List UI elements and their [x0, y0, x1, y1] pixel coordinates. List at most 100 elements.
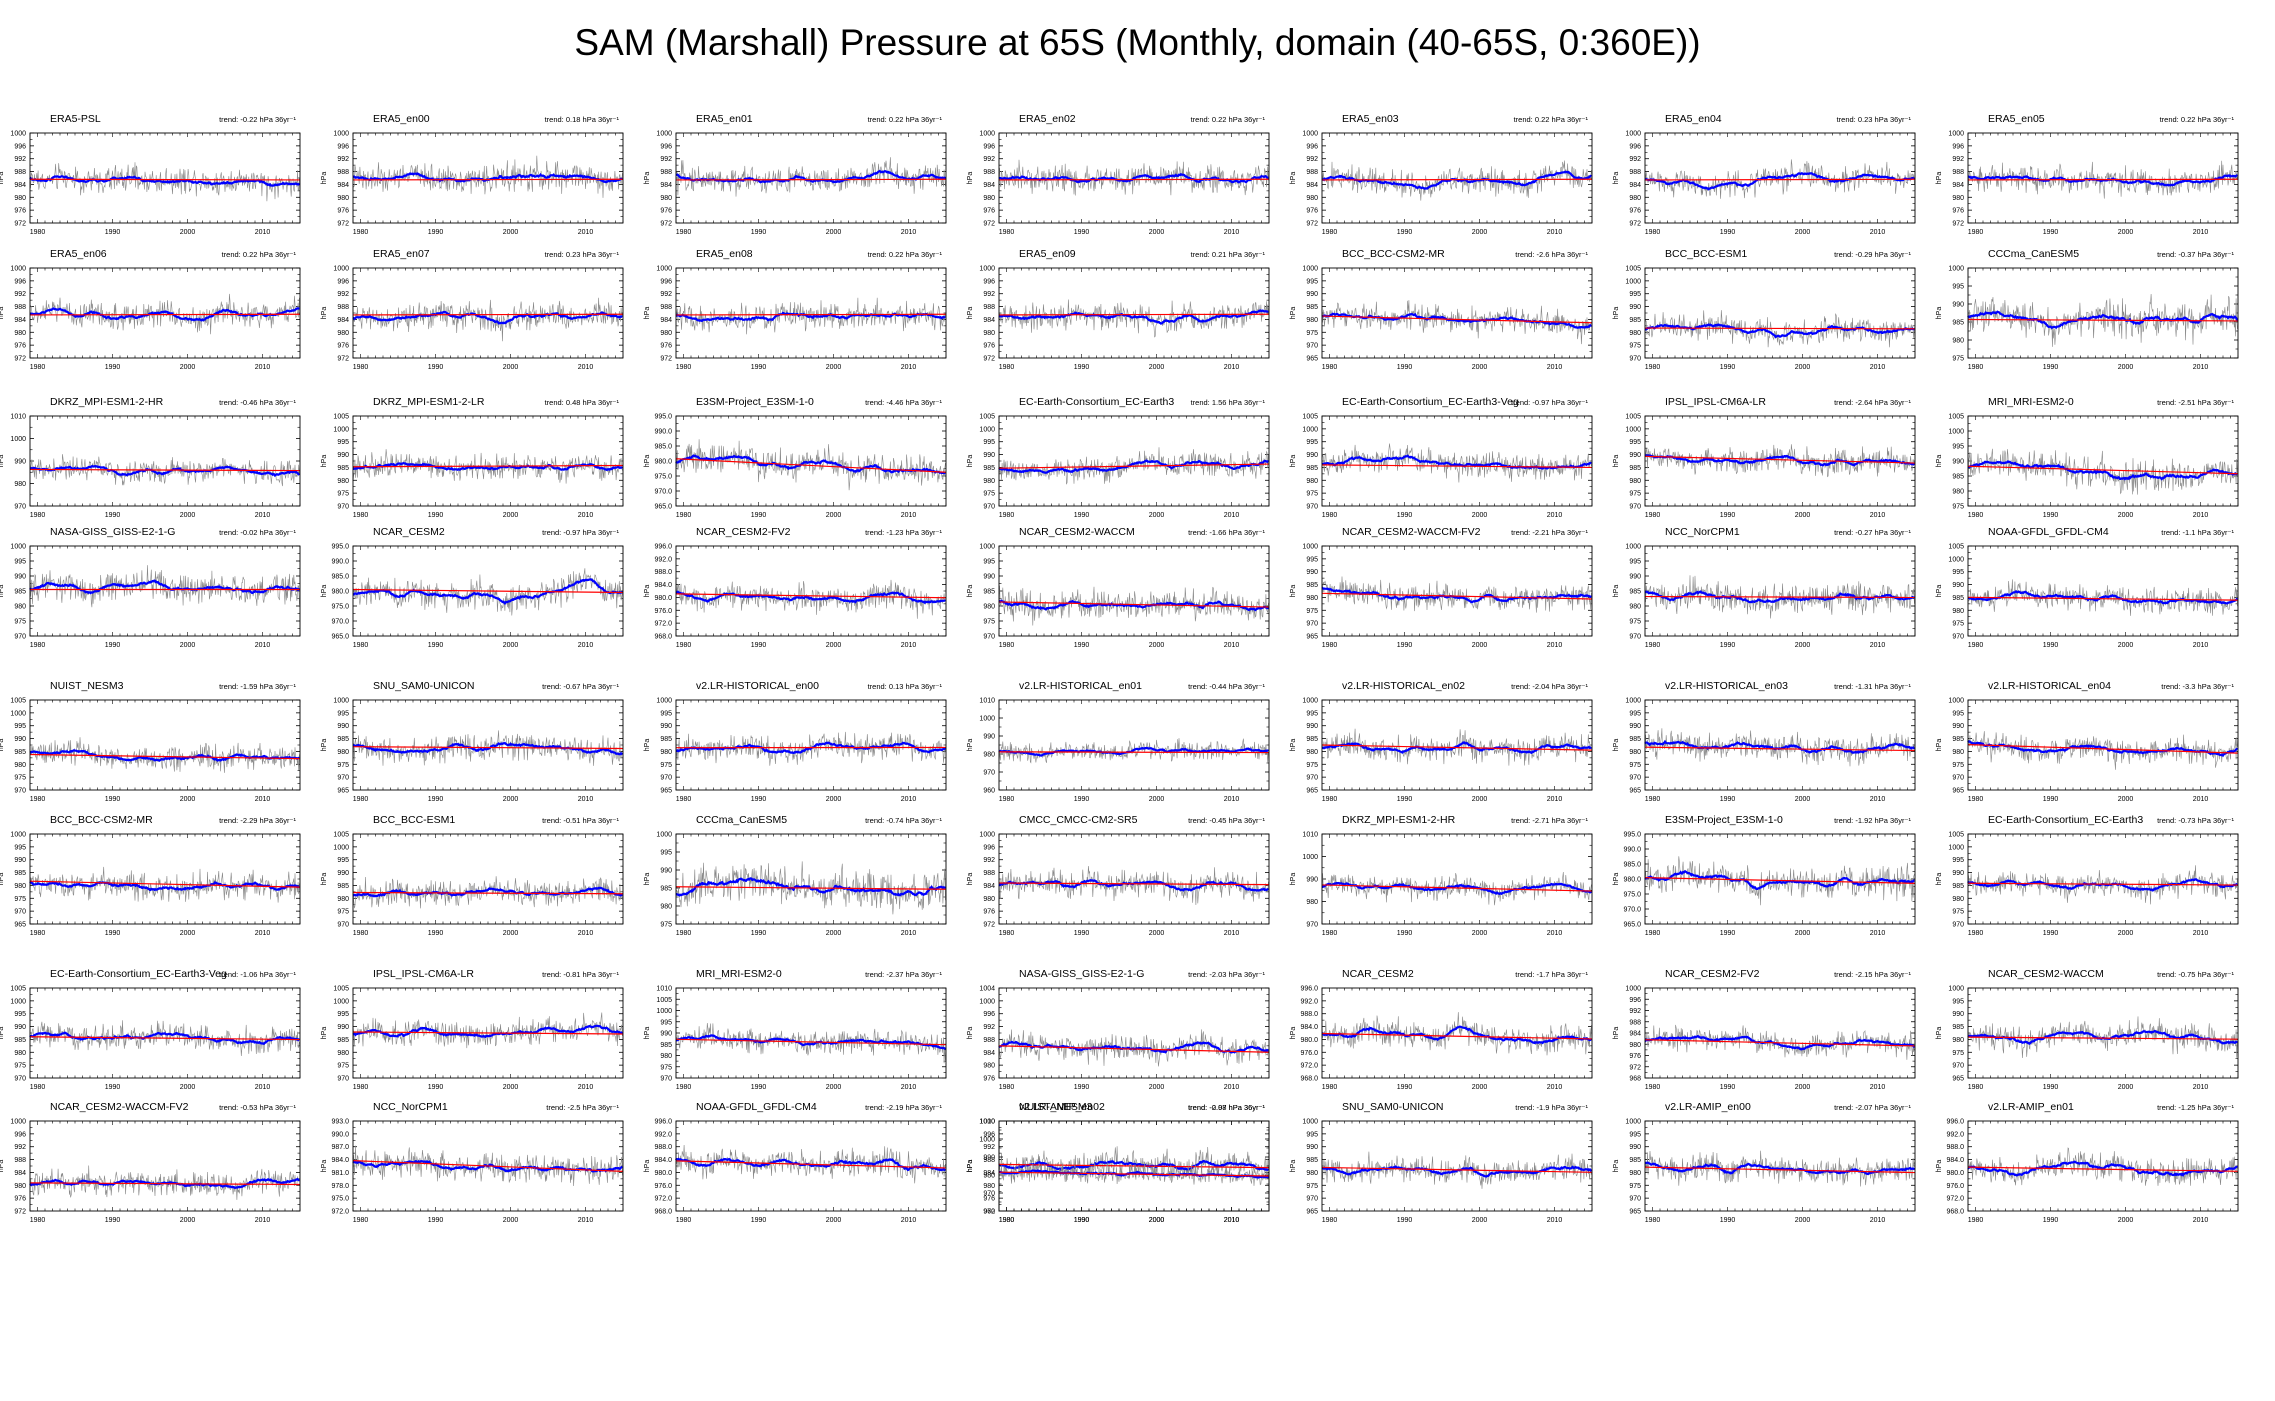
- y-tick-label: 970.0: [331, 619, 349, 626]
- y-axis-label: hPa: [644, 873, 651, 886]
- trend-line: [352, 588, 624, 594]
- panel: MRI_MRI-ESM2-0 trend: -2.51 hPa 36yr⁻¹ hPa…: [1936, 396, 2239, 519]
- monthly-series-line: [1967, 448, 2238, 495]
- y-tick-label: 995: [1952, 284, 1964, 291]
- y-tick-label: 988.0: [654, 569, 672, 576]
- y-tick-label: 980: [337, 896, 349, 903]
- y-tick-label: 996: [14, 278, 26, 285]
- y-tick-label: 990.0: [654, 429, 672, 436]
- y-tick-label: 980: [1306, 899, 1318, 906]
- x-tick-label: 2010: [1547, 796, 1563, 803]
- y-axis-label: hPa: [321, 307, 328, 320]
- x-tick-label: 2010: [578, 229, 594, 236]
- y-tick-label: 992: [660, 291, 672, 298]
- plot-frame: [1644, 699, 1916, 791]
- y-axis-label: hPa: [321, 739, 328, 752]
- trend-line: [1644, 327, 1916, 330]
- y-tick-label: 990: [1306, 569, 1318, 576]
- y-tick-label: 995: [983, 439, 995, 446]
- y-tick-label: 976.0: [654, 608, 672, 615]
- trend-label: trend: 0.48 hPa 36yr⁻¹: [545, 398, 620, 407]
- trend-line: [29, 313, 301, 316]
- x-tick-label: 1980: [676, 364, 692, 371]
- smoothed-series-line: [1644, 590, 1915, 604]
- panel: ERA5_en06 trend: 0.22 hPa 36yr⁻¹ hPa 1000 99…: [0, 248, 301, 371]
- x-tick-label: 2010: [1224, 642, 1240, 649]
- monthly-series-line: [998, 865, 1269, 906]
- y-tick-label: 985: [1952, 595, 1964, 602]
- y-tick-label: 1000: [1302, 426, 1318, 433]
- y-tick-label: 995: [14, 723, 26, 730]
- y-tick-label: 996: [337, 278, 349, 285]
- y-tick-label: 970: [1306, 775, 1318, 782]
- y-tick-label: 1000: [10, 832, 26, 839]
- x-tick-label: 2010: [901, 229, 917, 236]
- x-tick-label: 1990: [428, 642, 444, 649]
- x-tick-label: 2010: [1547, 229, 1563, 236]
- y-tick-label: 995: [983, 559, 995, 566]
- y-tick-label: 972.0: [654, 621, 672, 628]
- y-axis-label: hPa: [644, 172, 651, 185]
- smoothed-series-line: [1967, 589, 2239, 605]
- y-tick-label: 985: [1952, 320, 1964, 327]
- y-tick-label: 985: [1629, 317, 1641, 324]
- y-tick-label: 1005: [1948, 832, 1964, 839]
- trend-label: trend: -0.27 hPa 36yr⁻¹: [1834, 528, 1911, 537]
- x-tick-label: 1980: [30, 364, 46, 371]
- x-tick-label: 1990: [1397, 229, 1413, 236]
- x-tick-label: 2010: [2193, 796, 2209, 803]
- y-tick-label: 995: [14, 844, 26, 851]
- panel: NUIST_NESM3 trend: -1.59 hPa 36yr⁻¹ hPa 100…: [0, 680, 301, 803]
- plot-frame: [1321, 545, 1593, 637]
- trend-label: trend: -0.74 hPa 36yr⁻¹: [865, 816, 942, 825]
- trend-line: [675, 886, 947, 890]
- x-tick-label: 2010: [901, 930, 917, 937]
- y-tick-label: 972: [983, 221, 995, 228]
- x-tick-label: 2000: [1795, 796, 1811, 803]
- smoothed-series-line: [675, 311, 946, 322]
- y-tick-label: 980: [1306, 749, 1318, 756]
- plot-frame: [1967, 132, 2239, 224]
- trend-label: trend: -0.22 hPa 36yr⁻¹: [219, 115, 296, 124]
- y-tick-label: 996: [1629, 143, 1641, 150]
- trend-line: [998, 313, 1270, 316]
- x-tick-label: 1990: [1720, 642, 1736, 649]
- plot-frame: [1967, 699, 2239, 791]
- x-tick-label: 1990: [1074, 512, 1090, 519]
- x-tick-label: 2000: [503, 229, 519, 236]
- panel-title: NUIST_NESM3: [50, 680, 124, 692]
- y-axis-label: hPa: [1936, 455, 1943, 468]
- y-tick-label: 995.0: [1623, 832, 1641, 839]
- x-tick-label: 1980: [30, 642, 46, 649]
- y-tick-label: 990: [14, 857, 26, 864]
- x-tick-label: 2010: [1224, 512, 1240, 519]
- y-axis-label: hPa: [0, 455, 5, 468]
- x-tick-label: 1980: [30, 229, 46, 236]
- y-tick-label: 992: [983, 156, 995, 163]
- y-tick-label: 996: [1306, 143, 1318, 150]
- trend-line: [1321, 178, 1593, 181]
- y-tick-label: 970: [983, 504, 995, 511]
- y-tick-label: 988: [1629, 169, 1641, 176]
- y-axis-label: hPa: [1936, 172, 1943, 185]
- trend-label: trend: -2.64 hPa 36yr⁻¹: [1834, 398, 1911, 407]
- y-tick-label: 976: [660, 343, 672, 350]
- x-tick-label: 1990: [751, 642, 767, 649]
- panel-title: ERA5_en02: [1019, 113, 1076, 125]
- panel-title: ERA5-PSL: [50, 113, 101, 125]
- smoothed-series-line: [352, 741, 624, 756]
- x-tick-label: 1990: [1074, 364, 1090, 371]
- panel: ERA5-PSL trend: -0.22 hPa 36yr⁻¹ hPa 1000 99…: [0, 113, 301, 236]
- y-tick-label: 995: [1629, 291, 1641, 298]
- panel: NASA-GISS_GISS-E2-1-G trend: -0.02 hPa 36…: [0, 526, 301, 649]
- y-tick-label: 980: [1629, 478, 1641, 485]
- y-tick-label: 980: [660, 904, 672, 911]
- y-tick-label: 1000: [10, 131, 26, 138]
- y-tick-label: 965.0: [331, 634, 349, 641]
- y-tick-label: 984: [1952, 182, 1964, 189]
- plot-frame: [1321, 132, 1593, 224]
- x-tick-label: 2000: [2118, 364, 2134, 371]
- y-tick-label: 985: [14, 589, 26, 596]
- y-tick-label: 984: [983, 883, 995, 890]
- y-tick-label: 972: [660, 221, 672, 228]
